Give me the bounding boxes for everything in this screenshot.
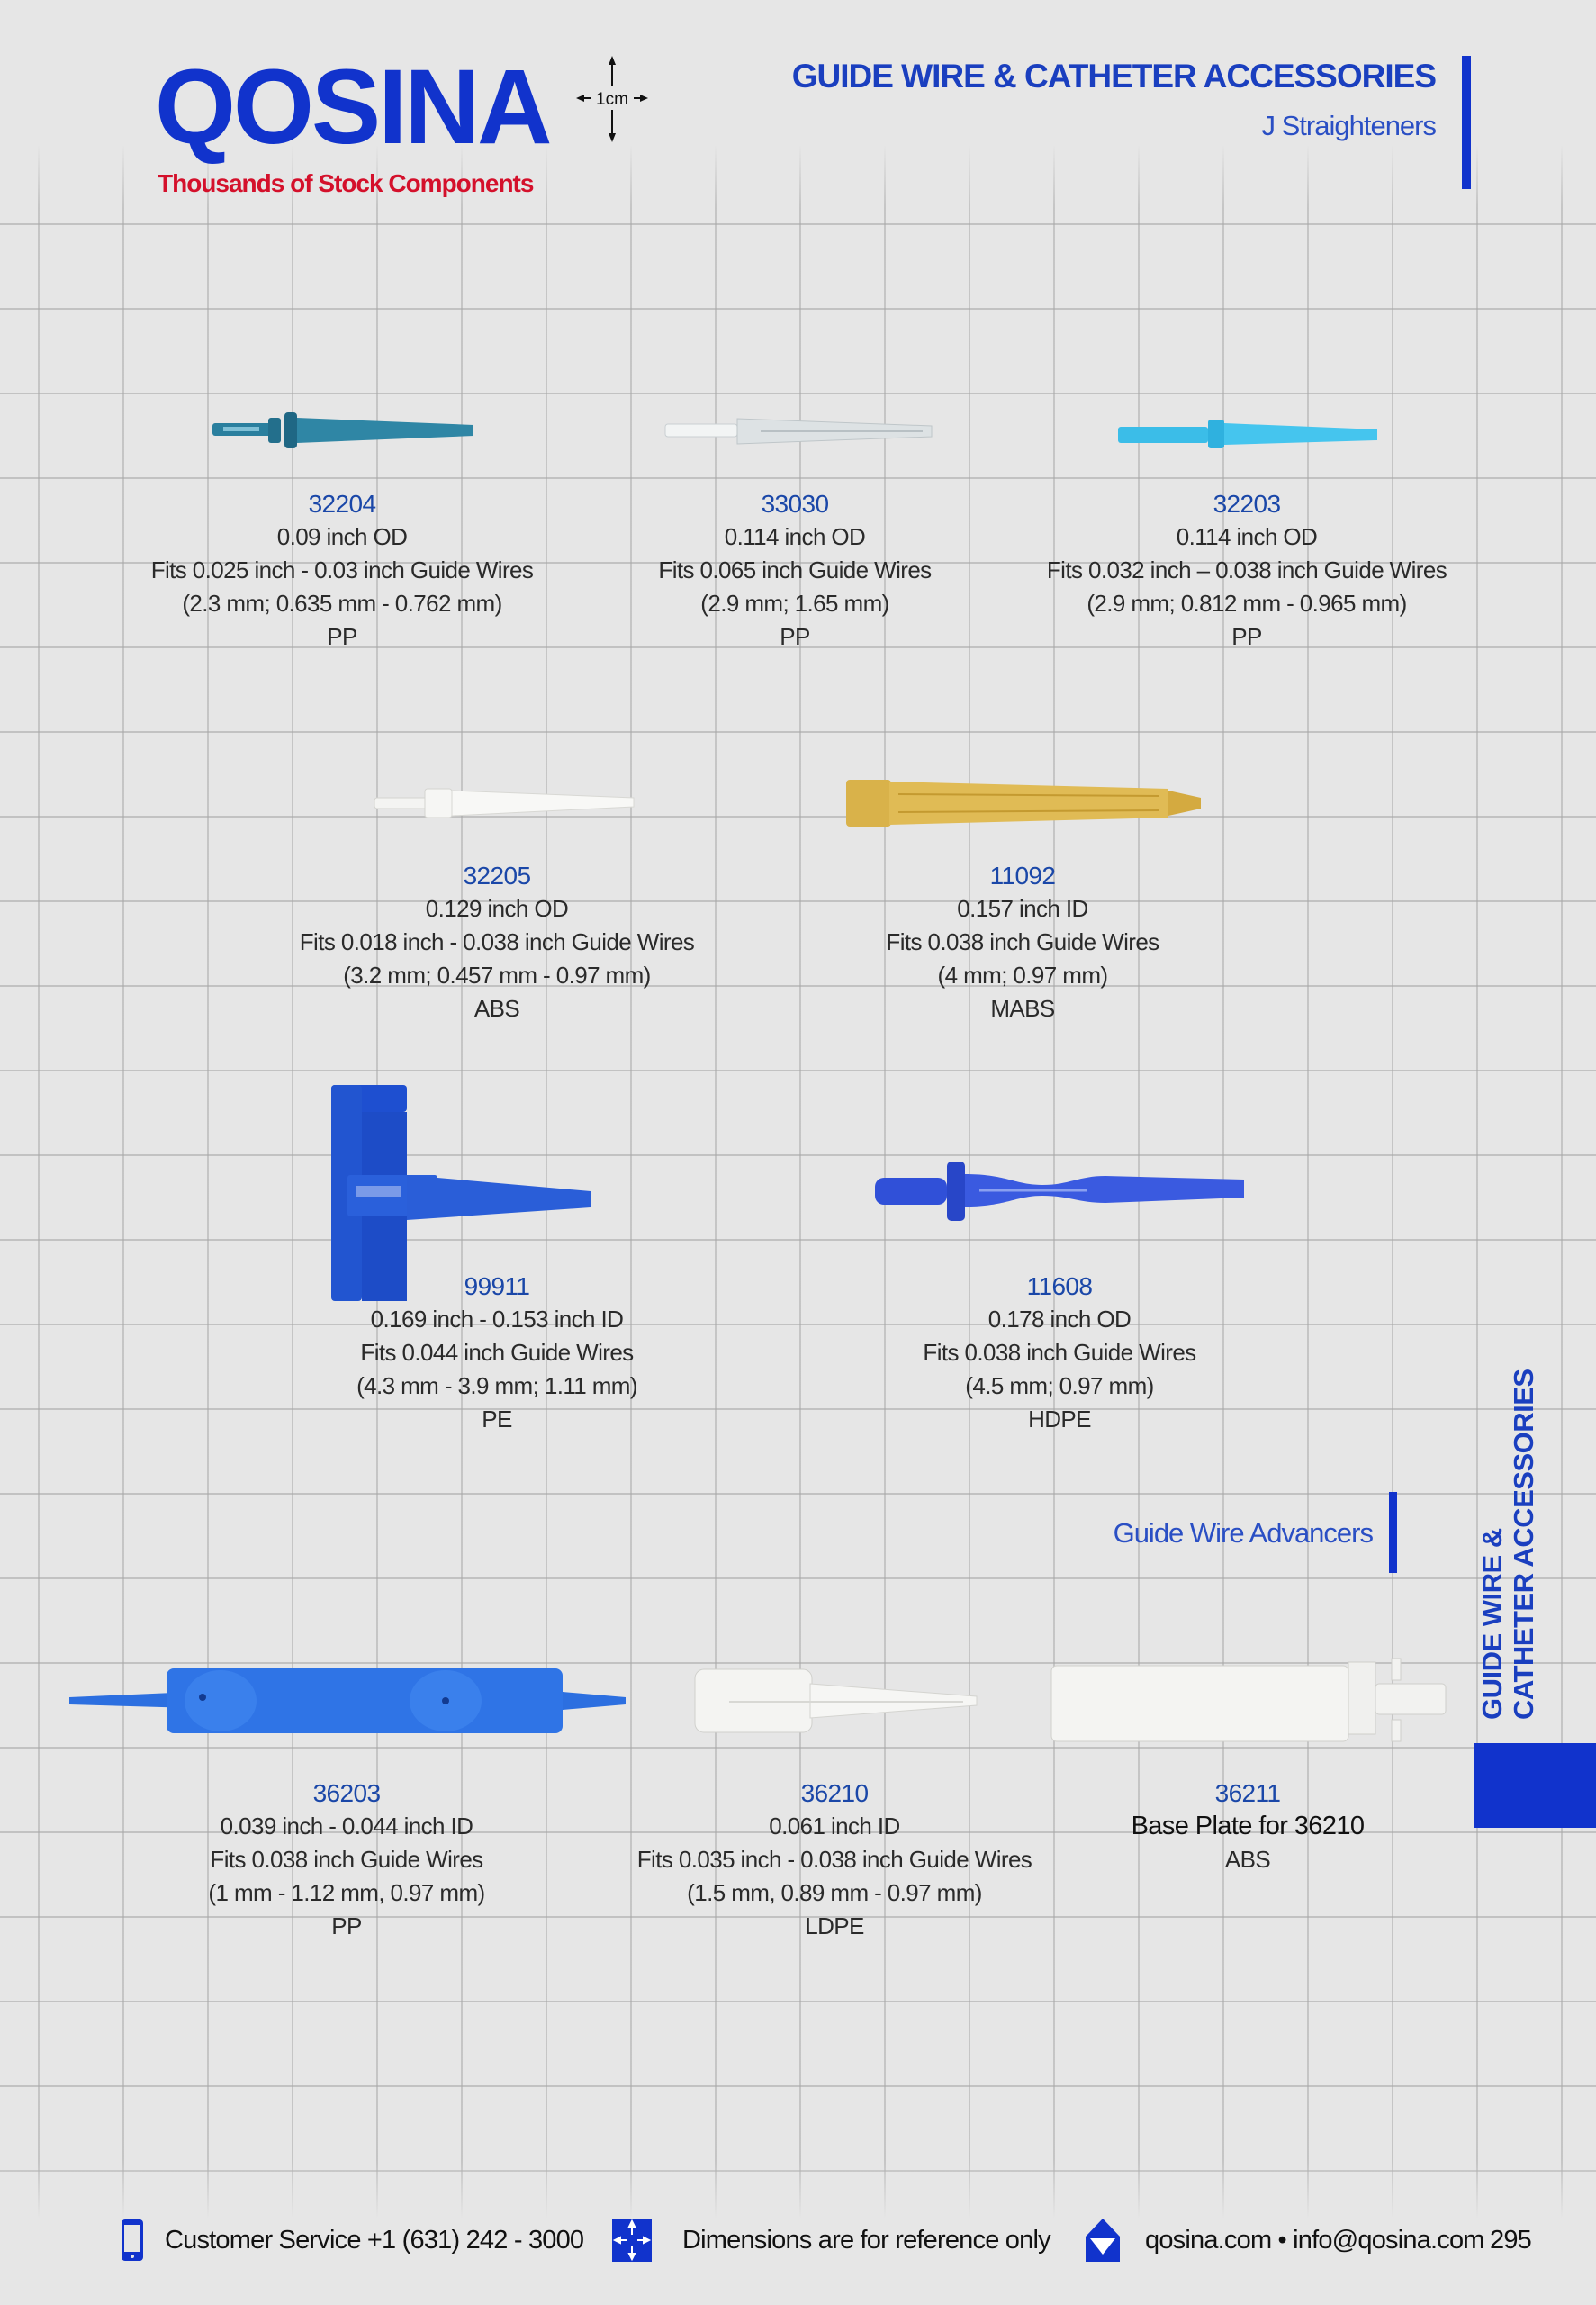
- spec-fits: Fits 0.025 inch - 0.03 inch Guide Wires: [150, 556, 534, 583]
- spec-material: PP: [327, 623, 357, 650]
- spec-metric: (2.9 mm; 1.65 mm): [700, 590, 889, 617]
- product-image-36211: [1050, 1658, 1447, 1742]
- part-number[interactable]: 33030: [761, 490, 829, 518]
- spec-metric: (2.9 mm; 0.812 mm - 0.965 mm): [1087, 590, 1407, 617]
- page-number: 295: [1490, 2226, 1532, 2255]
- part-number[interactable]: 32205: [463, 862, 531, 890]
- spec-material: HDPE: [1028, 1406, 1091, 1433]
- product-image-11608: [875, 1162, 1244, 1221]
- spec-size: 0.129 inch OD: [425, 895, 569, 922]
- part-number[interactable]: 36211: [1214, 1779, 1281, 1807]
- mail-icon: [1086, 2219, 1120, 2262]
- section-tab: [1474, 1743, 1596, 1828]
- spec-metric: (4.5 mm; 0.97 mm): [965, 1372, 1154, 1399]
- product-11092: 11092 0.157 inch ID Fits 0.038 inch Guid…: [771, 859, 1275, 1026]
- spec-size: 0.114 inch OD: [724, 523, 866, 550]
- spec-fits: Fits 0.035 inch - 0.038 inch Guide Wires: [636, 1846, 1032, 1873]
- product-image-36203: [69, 1668, 626, 1733]
- side-label-line1: GUIDE WIRE &: [1476, 1528, 1508, 1720]
- spec-metric: (4 mm; 0.97 mm): [937, 962, 1109, 989]
- part-number[interactable]: 36210: [800, 1779, 869, 1807]
- spec-material: PE: [482, 1406, 512, 1433]
- part-number[interactable]: 32203: [1213, 490, 1281, 518]
- product-image-32204: [212, 412, 473, 448]
- spec-fits: Fits 0.032 inch – 0.038 inch Guide Wires: [1046, 556, 1447, 583]
- spec-size: 0.061 inch ID: [769, 1812, 900, 1839]
- product-36203: 36203 0.039 inch - 0.044 inch ID Fits 0.…: [95, 1776, 599, 1943]
- spec-fits: Fits 0.038 inch Guide Wires: [886, 928, 1159, 955]
- spec-material: PP: [331, 1912, 362, 1939]
- spec-material: ABS: [473, 995, 520, 1022]
- product-36211: 36211 Base Plate for 36210 ABS: [996, 1776, 1500, 1876]
- advancers-section-label: Guide Wire Advancers: [1113, 1517, 1374, 1549]
- spec-metric: (4.3 mm - 3.9 mm; 1.11 mm): [356, 1372, 637, 1399]
- part-number[interactable]: 11608: [1026, 1272, 1093, 1300]
- product-image-99911: [331, 1085, 591, 1301]
- title-accent-bar: [1462, 56, 1471, 189]
- product-image-36210: [694, 1668, 978, 1733]
- spec-metric: (1 mm - 1.12 mm, 0.97 mm): [208, 1879, 485, 1906]
- scale-marker: 1cm: [576, 56, 648, 142]
- spec-fits: Fits 0.065 inch Guide Wires: [658, 556, 932, 583]
- spec-metric: (2.3 mm; 0.635 mm - 0.762 mm): [182, 590, 502, 617]
- dimensions-arrows-icon: [612, 2219, 652, 2262]
- spec-fits: Fits 0.018 inch - 0.038 inch Guide Wires: [299, 928, 695, 955]
- logo-tagline: Thousands of Stock Components: [158, 169, 534, 197]
- part-number[interactable]: 99911: [464, 1272, 530, 1300]
- product-36210: 36210 0.061 inch ID Fits 0.035 inch - 0.…: [582, 1776, 1087, 1943]
- product-32205: 32205 0.129 inch OD Fits 0.018 inch - 0.…: [245, 859, 749, 1026]
- contact-links[interactable]: qosina.com • info@qosina.com: [1145, 2226, 1484, 2255]
- product-32203: 32203 0.114 inch OD Fits 0.032 inch – 0.…: [995, 487, 1499, 654]
- advancers-accent-bar: [1389, 1492, 1397, 1573]
- section-subtitle: J Straighteners: [1261, 110, 1437, 141]
- phone-icon: [122, 2219, 143, 2261]
- spec-metric: (1.5 mm, 0.89 mm - 0.97 mm): [687, 1879, 982, 1906]
- qosina-logo: QOSINA: [155, 48, 552, 167]
- part-number[interactable]: 32204: [308, 490, 376, 518]
- product-33030: 33030 0.114 inch OD Fits 0.065 inch Guid…: [543, 487, 1047, 654]
- spec-fits: Fits 0.038 inch Guide Wires: [210, 1846, 483, 1873]
- side-section-label: GUIDE WIRE & CATHETER ACCESSORIES: [1476, 1333, 1548, 1720]
- spec-size: 0.09 inch OD: [276, 523, 408, 550]
- product-image-32205: [374, 788, 635, 818]
- product-title: Base Plate for 36210: [1131, 1812, 1365, 1840]
- customer-service: Customer Service +1 (631) 242 - 3000: [165, 2226, 584, 2255]
- spec-size: 0.169 inch - 0.153 inch ID: [370, 1306, 624, 1333]
- side-label-line2: CATHETER ACCESSORIES: [1508, 1369, 1539, 1720]
- spec-size: 0.178 inch OD: [987, 1306, 1132, 1333]
- part-number[interactable]: 36203: [312, 1779, 381, 1807]
- spec-size: 0.157 inch ID: [957, 895, 1088, 922]
- spec-material: MABS: [990, 995, 1055, 1022]
- spec-material: PP: [1231, 623, 1262, 650]
- header-background: [0, 0, 1596, 207]
- spec-material: ABS: [1224, 1846, 1271, 1873]
- scale-label: 1cm: [596, 90, 628, 109]
- product-image-32203: [1118, 420, 1377, 448]
- dimensions-note: Dimensions are for reference only: [682, 2226, 1051, 2255]
- footer-background: [0, 2161, 1596, 2305]
- product-11608: 11608 0.178 inch OD Fits 0.038 inch Guid…: [807, 1270, 1312, 1436]
- scale-arrows-icon: 1cm: [576, 56, 648, 142]
- product-99911: 99911 0.169 inch - 0.153 inch ID Fits 0.…: [245, 1270, 749, 1436]
- spec-metric: (3.2 mm; 0.457 mm - 0.97 mm): [343, 962, 651, 989]
- spec-fits: Fits 0.044 inch Guide Wires: [360, 1339, 634, 1366]
- part-number[interactable]: 11092: [989, 862, 1056, 890]
- page-title: GUIDE WIRE & CATHETER ACCESSORIES: [791, 58, 1437, 95]
- spec-material: PP: [780, 623, 810, 650]
- product-32204: 32204 0.09 inch OD Fits 0.025 inch - 0.0…: [90, 487, 594, 654]
- spec-fits: Fits 0.038 inch Guide Wires: [923, 1339, 1196, 1366]
- spec-material: LDPE: [805, 1912, 864, 1939]
- product-image-33030: [664, 418, 933, 445]
- product-image-11092: [846, 780, 1201, 827]
- spec-size: 0.114 inch OD: [1176, 523, 1318, 550]
- spec-size: 0.039 inch - 0.044 inch ID: [220, 1812, 473, 1839]
